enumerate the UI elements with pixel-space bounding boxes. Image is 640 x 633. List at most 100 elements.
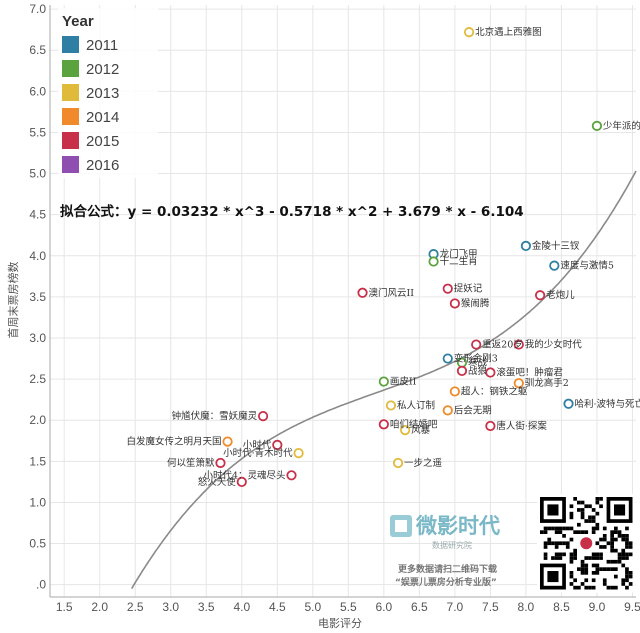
legend-label: 2014	[86, 109, 119, 126]
y-tick-label: 4.5	[29, 208, 46, 222]
point-label: 哈利·波特与死亡圣器（下）	[575, 398, 640, 410]
qr-code-icon	[537, 494, 636, 593]
y-tick-label: 6.0	[29, 84, 46, 98]
legend-swatch	[62, 36, 79, 53]
data-points	[215, 27, 603, 487]
x-tick-label: 2.5	[127, 600, 144, 614]
y-tick-label: 3.5	[29, 290, 46, 304]
brand-logo-subtitle: 数据研究院	[432, 540, 472, 550]
point-label: 钟馗伏魔：雪妖魔灵	[172, 410, 258, 422]
brand-logo-text: 微影时代	[415, 514, 500, 538]
point-label: 寒战	[468, 357, 488, 369]
y-tick-label: 4.0	[29, 249, 46, 263]
point-label: 画皮II	[390, 376, 417, 388]
legend-label: 2015	[86, 133, 119, 150]
x-tick-label: 7.0	[447, 600, 464, 614]
point-label: 北京遇上西雅图	[475, 26, 542, 38]
y-tick-label: 5.0	[29, 167, 46, 181]
x-axis-title: 电影评分	[318, 617, 362, 630]
legend-label: 2012	[86, 61, 119, 78]
legend-swatch	[62, 60, 79, 77]
point-label: 捉妖记	[454, 283, 483, 295]
x-tick-label: 2.0	[91, 600, 108, 614]
y-tick-label: 1.5	[29, 454, 46, 468]
point-label: 金陵十三钗	[532, 240, 580, 252]
legend-swatch	[62, 108, 79, 125]
point-label: 唐人街·探案	[496, 420, 547, 432]
data-point	[449, 386, 460, 397]
y-tick-label: 2.5	[29, 372, 46, 386]
data-point	[563, 398, 574, 409]
x-tick-label: 9.5	[624, 600, 640, 614]
legend-swatch	[62, 84, 79, 101]
point-label: 少年派的奇幻漂流	[603, 120, 640, 132]
data-point	[293, 448, 304, 459]
fit-curve	[131, 170, 637, 590]
x-tick-label: 6.5	[411, 600, 428, 614]
legend-label: 2016	[86, 157, 119, 174]
x-tick-label: 7.5	[482, 600, 499, 614]
data-point	[463, 27, 475, 38]
data-point	[286, 470, 297, 481]
y-axis-title: 首周末票房榜数	[6, 262, 20, 339]
data-point	[535, 290, 546, 301]
y-tick-label: 0.5	[29, 537, 46, 551]
y-tick-label: 3.0	[29, 331, 46, 345]
point-label: 后会无期	[454, 404, 492, 416]
data-point	[485, 420, 496, 432]
legend: Year 2011 2012 2013 2014 2015 2016	[58, 8, 158, 178]
y-tick-label: .0	[36, 578, 46, 592]
point-label: 怒火天使	[198, 476, 237, 488]
data-point	[378, 376, 389, 387]
point-label: 小时代4：灵魂尽头	[203, 469, 285, 481]
data-point	[513, 378, 524, 389]
point-label: 变形金刚3	[454, 353, 498, 365]
x-tick-label: 3.5	[198, 600, 215, 614]
data-point	[428, 256, 439, 267]
x-tick-label: 6.0	[375, 600, 392, 614]
data-point	[357, 287, 368, 298]
x-tick-label: 1.5	[56, 600, 73, 614]
x-axis-ticks: 1.5 2.0 2.5 3.0 3.5 4.0 4.5 5.0 5.5 6.0 6.5 7.0 7.5 8…	[56, 600, 640, 614]
point-label: 小时代	[243, 439, 272, 451]
fit-formula: 拟合公式：y = 0.03232 * x^3 - 0.5718 * x^2 + …	[60, 203, 524, 220]
point-label: 战狼	[468, 365, 488, 377]
point-label: 小时代·青木时代	[223, 447, 293, 459]
data-point	[385, 400, 397, 411]
data-point	[456, 365, 468, 376]
data-point	[215, 457, 226, 469]
data-point	[400, 424, 411, 436]
point-label: 猴闹腾	[461, 297, 490, 309]
legend-label: 2011	[86, 37, 118, 54]
point-label: 滚蛋吧！肿瘤君	[496, 367, 563, 379]
point-label: 超人：钢铁之躯	[461, 385, 528, 397]
data-point	[392, 457, 404, 469]
fit-curve-group	[131, 170, 637, 590]
data-point	[549, 260, 560, 271]
x-tick-label: 9.0	[589, 600, 606, 614]
x-tick-label: 5.5	[340, 600, 357, 614]
data-point	[513, 339, 524, 350]
brand-logo-icon	[390, 515, 412, 537]
point-label: 咱们结婚吧	[390, 418, 438, 430]
footer-line-1: 更多数据请扫二维码下载	[398, 563, 497, 575]
branding: 微影时代 数据研究院 更多数据请扫二维码下载 “娱票儿票房分析专业版”	[390, 494, 636, 593]
data-point	[591, 120, 603, 131]
data-point	[449, 298, 460, 309]
x-tick-label: 5.0	[304, 600, 321, 614]
y-tick-label: 6.5	[29, 43, 46, 57]
data-point	[442, 283, 453, 294]
legend-swatch	[62, 132, 79, 149]
legend-label: 2013	[86, 85, 119, 102]
x-tick-label: 4.0	[233, 600, 250, 614]
data-point	[471, 339, 482, 350]
point-label: 我的少女时代	[525, 339, 583, 351]
point-label: 老炮儿	[546, 289, 575, 301]
point-label: 重返20岁	[482, 339, 523, 351]
data-point	[272, 439, 283, 450]
data-point	[485, 367, 496, 378]
legend-swatch	[62, 156, 79, 173]
y-tick-label: 5.5	[29, 125, 46, 139]
legend-title: Year	[62, 13, 94, 30]
